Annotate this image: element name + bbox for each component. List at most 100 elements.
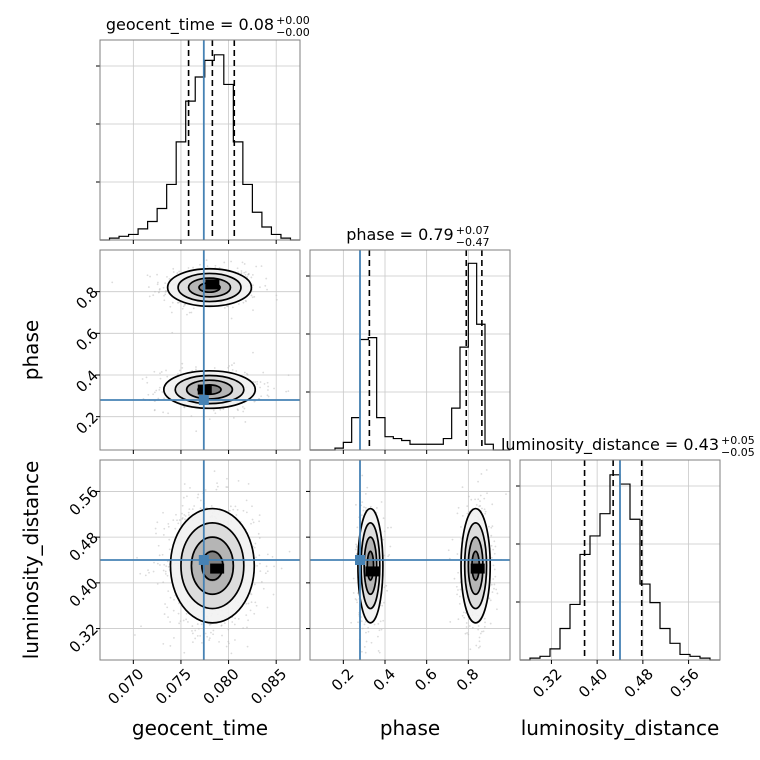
scatter-point [481, 630, 483, 633]
scatter-point [243, 407, 246, 410]
scatter-point [258, 520, 261, 523]
axes-frame [99, 249, 301, 451]
scatter-point [174, 527, 177, 530]
scatter-point [166, 606, 169, 609]
scatter-point [188, 311, 191, 314]
scatter-point [166, 275, 168, 278]
scatter-point [164, 293, 167, 296]
scatter-point [247, 482, 250, 485]
histogram-step-phase [310, 262, 510, 451]
scatter-point [260, 265, 263, 268]
scatter-point [355, 553, 358, 556]
scatter-point [251, 505, 253, 508]
scatter-point [455, 585, 458, 588]
scatter-point [218, 640, 220, 643]
scatter-point [255, 265, 258, 268]
scatter-point [234, 639, 236, 641]
scatter-point [168, 278, 171, 280]
scatter-point [459, 588, 462, 591]
scatter-point [484, 512, 487, 515]
scatter-point [240, 272, 243, 274]
scatter-point [378, 629, 381, 632]
contour-line [177, 272, 242, 303]
scatter-point [159, 372, 161, 375]
scatter-point [260, 580, 263, 583]
scatter-point [379, 620, 382, 623]
scatter-point [453, 577, 456, 580]
title-sub: −0.00 [276, 26, 310, 39]
density-peak [197, 384, 212, 395]
scatter-point [232, 416, 235, 419]
scatter-point [456, 512, 459, 515]
contour-line [363, 536, 378, 596]
scatter-point [160, 371, 163, 373]
scatter-point [223, 261, 226, 264]
scatter-point [237, 303, 240, 305]
scatter-point [258, 514, 261, 517]
scatter-point [256, 383, 258, 385]
scatter-point [159, 377, 162, 380]
scatter-point [490, 556, 493, 559]
scatter-point [457, 506, 460, 509]
scatter-point [356, 601, 358, 604]
scatter-point [491, 503, 494, 506]
scatter-point [244, 421, 247, 423]
joint-panel-phase-luminosity_distance: 0.2 0.4 0.6 0.8 [306, 459, 511, 695]
scatter-point [184, 515, 187, 517]
scatter-point [168, 538, 171, 541]
joint-panel-geocent_time-luminosity_distance: 0.070 0.075 0.080 0.085 0.32 0.40 0.48 0.56 [66, 459, 301, 708]
scatter-point [181, 366, 184, 369]
scatter-point [235, 370, 238, 372]
scatter-point [496, 592, 499, 595]
scatter-point [461, 614, 464, 617]
scatter-point [186, 495, 188, 498]
scatter-point [178, 602, 180, 605]
scatter-point [451, 538, 454, 541]
scatter-point [363, 645, 366, 648]
y-tick-label: 0.2 [72, 408, 102, 438]
scatter-point [254, 601, 257, 604]
scatter-point [360, 514, 363, 517]
marginal-panel-luminosity_distance: 0.32 0.40 0.48 0.56 luminosity_distance = 0.… [501, 434, 755, 701]
scatter-point [167, 412, 170, 415]
scatter-point [196, 496, 199, 499]
scatter-point [178, 519, 181, 521]
scatter-point [216, 485, 219, 488]
scatter-point [464, 612, 467, 614]
x-tick-label: 0.56 [666, 665, 702, 701]
scatter-point [505, 493, 507, 495]
scatter-point [204, 632, 207, 635]
scatter-point [383, 586, 386, 589]
scatter-point [246, 645, 249, 648]
scatter-point [153, 370, 156, 373]
scatter-point [185, 618, 188, 621]
scatter-point [471, 626, 474, 629]
scatter-point [236, 267, 239, 270]
scatter-point [158, 554, 161, 557]
scatter-point [355, 545, 358, 547]
scatter-point [172, 519, 175, 522]
contour-line [187, 277, 232, 298]
contour-line [180, 522, 245, 610]
title-main: luminosity_distance = 0.43 [501, 435, 719, 455]
scatter-point [190, 311, 193, 314]
scatter-point [272, 593, 275, 596]
scatter-point [145, 376, 148, 379]
scatter-point [357, 621, 359, 624]
scatter-point [185, 612, 188, 615]
scatter-point [231, 364, 233, 366]
scatter-point [380, 501, 383, 503]
scatter-point [458, 602, 461, 605]
scatter-point [485, 469, 488, 471]
scatter-point [361, 474, 364, 477]
scatter-point [197, 627, 200, 630]
scatter-point [163, 294, 165, 297]
scatter-point [467, 633, 470, 636]
scatter-point [456, 553, 459, 555]
scatter-point [287, 390, 290, 393]
scatter-point [370, 641, 373, 644]
scatter-point [164, 290, 167, 292]
scatter-point [388, 554, 391, 556]
scatter-point [157, 544, 160, 547]
scatter-point [463, 616, 466, 619]
